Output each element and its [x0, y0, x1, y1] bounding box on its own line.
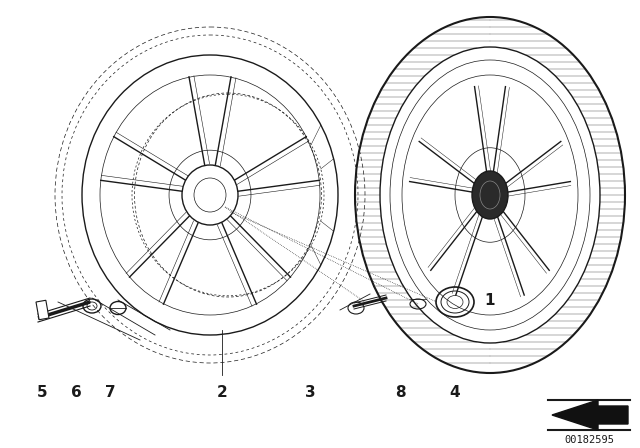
Text: 3: 3: [305, 384, 316, 400]
Text: 1: 1: [484, 293, 495, 307]
Ellipse shape: [472, 171, 508, 219]
Text: 6: 6: [70, 384, 81, 400]
Text: 2: 2: [216, 384, 227, 400]
Bar: [36, 300, 49, 320]
Text: 7: 7: [105, 384, 115, 400]
Text: 8: 8: [395, 384, 405, 400]
Polygon shape: [552, 400, 628, 430]
Text: 4: 4: [450, 384, 460, 400]
Text: 00182595: 00182595: [564, 435, 614, 445]
Text: 5: 5: [36, 384, 47, 400]
